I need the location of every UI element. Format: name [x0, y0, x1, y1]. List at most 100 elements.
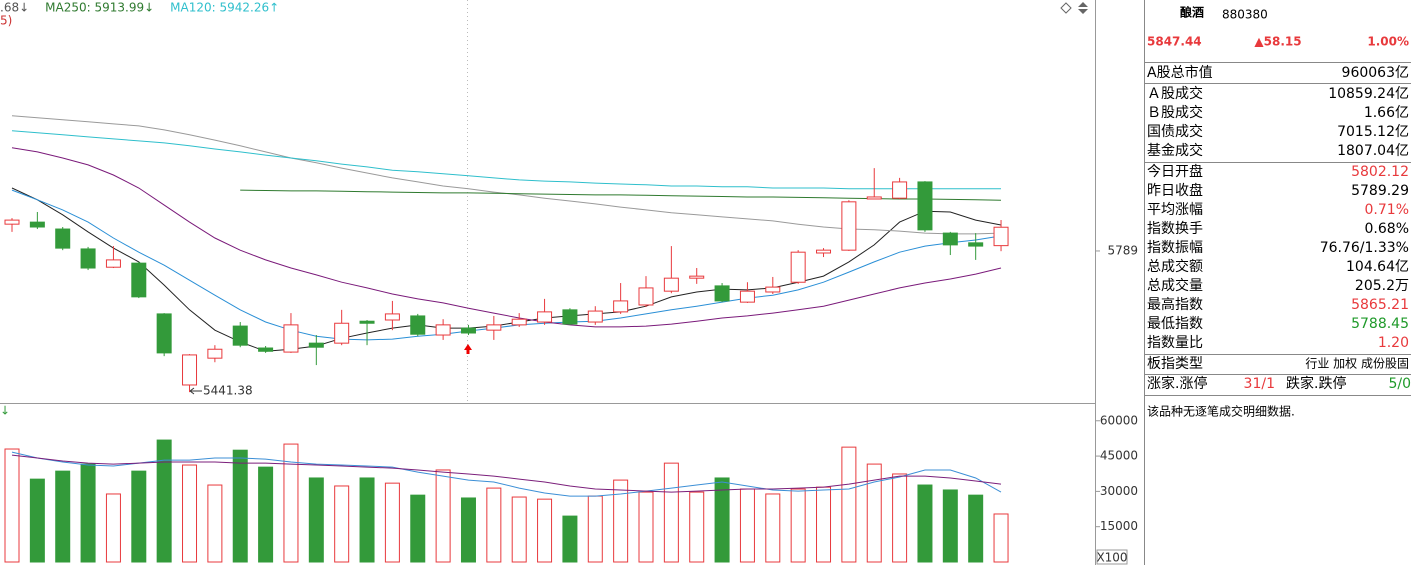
panel-value: 7015.12亿 [1337, 124, 1409, 140]
panel-value: 76.76/1.33% [1320, 240, 1409, 256]
panel-label: 总成交量 [1147, 277, 1203, 294]
volume-bar [334, 485, 350, 563]
volume-bar [562, 515, 578, 563]
volume-ma-line [11, 454, 1002, 493]
panel-value: 1.20 [1378, 335, 1409, 351]
y-tick-label: 30000 [1100, 484, 1138, 498]
volume-bar [435, 469, 451, 563]
candle-body [258, 347, 274, 352]
volume-bar [739, 488, 755, 563]
candle-body [816, 249, 832, 254]
volume-bar [613, 479, 629, 563]
candle-body [968, 242, 984, 247]
panel-value: 205.2万 [1355, 278, 1409, 294]
volume-bar [29, 478, 45, 563]
candle-body [182, 354, 198, 386]
y-tick-label: 5789 [1107, 243, 1138, 257]
quote-change: ▲58.15 [1254, 35, 1301, 49]
volume-bar [968, 494, 984, 563]
panel-value: 10859.24亿 [1328, 86, 1409, 102]
panel-value: 5789.29 [1351, 183, 1409, 199]
candle-body [105, 259, 121, 268]
candle-body [410, 315, 426, 335]
volume-bar [841, 446, 857, 563]
volume-bar [4, 448, 20, 563]
panel-label: A股总市值 [1147, 64, 1213, 81]
candle-body [613, 300, 629, 313]
y-tick-label: 60000 [1100, 413, 1138, 427]
volume-bar [663, 462, 679, 563]
candle-body [790, 251, 806, 283]
candle-body [537, 311, 553, 323]
volume-bar [232, 449, 248, 563]
panel-label: Ａ股成交 [1147, 85, 1203, 102]
panel-note: 该品种无逐笔成交明细数据. [1147, 404, 1295, 419]
candle-body [29, 221, 45, 228]
candle-body [917, 181, 933, 231]
type-value[interactable]: 行业 加权 成份股固 [1305, 357, 1409, 371]
candle-body [359, 320, 375, 324]
toolbar-icon[interactable] [1060, 2, 1072, 14]
ma-line [11, 147, 1002, 328]
volume-bar [131, 470, 147, 563]
panel-label: 指数振幅 [1147, 240, 1203, 256]
volume-bar [460, 497, 476, 563]
panel-label: Ｂ股成交 [1147, 104, 1203, 121]
toolbar[interactable] [1060, 2, 1088, 14]
candle-body [80, 248, 96, 269]
volume-bar [156, 439, 172, 563]
y-tick-label: 15000 [1100, 519, 1138, 533]
volume-bar [816, 486, 832, 563]
panel-value: 104.64亿 [1346, 259, 1409, 275]
candle-body [55, 228, 71, 249]
up-label: 涨家.涨停 [1147, 375, 1207, 392]
candle-body [841, 201, 857, 251]
candle-body [638, 287, 654, 306]
quote-price: 5847.44 [1147, 35, 1202, 49]
volume-bar [511, 496, 527, 563]
panel-label: 最低指数 [1147, 316, 1203, 332]
up-value: 31/1 [1244, 376, 1275, 392]
volume-bar [790, 488, 806, 563]
panel-label: 今日开盘 [1147, 163, 1203, 180]
volume-bar [105, 493, 121, 563]
candle-body [689, 275, 705, 279]
volume-bar [587, 495, 603, 563]
ma-line [11, 189, 1002, 341]
panel-label: 指数换手 [1147, 220, 1203, 237]
legend-entry: MA120: 5942.26↑ [170, 1, 279, 15]
candle-body [562, 309, 578, 325]
legend-entry: MA250: 5913.99↓ [45, 1, 154, 15]
candle-body [993, 226, 1009, 247]
volume-bar [942, 489, 958, 563]
panel-label: 总成交额 [1147, 258, 1203, 275]
volume-bar [384, 482, 400, 563]
panel-label: 国债成交 [1147, 123, 1203, 140]
candle-body [232, 325, 248, 346]
panel-value: 5802.12 [1351, 164, 1409, 180]
volume-bar [638, 491, 654, 563]
candle-body [942, 232, 958, 246]
panel-value: 5788.45 [1351, 316, 1409, 332]
candle-body [4, 219, 20, 225]
panel-value: 0.71% [1365, 202, 1409, 218]
candle-body [131, 262, 147, 298]
candle-body [892, 181, 908, 199]
volume-bar [917, 484, 933, 563]
volume-bar [689, 491, 705, 563]
legend-entry: .68↓ [0, 1, 29, 15]
panel-value: 0.68% [1365, 221, 1409, 237]
volume-bar [892, 473, 908, 563]
panel-value: 960063亿 [1342, 65, 1409, 81]
panel-label: 昨日收盘 [1147, 182, 1203, 199]
volume-bar [537, 498, 553, 563]
toolbar-icon[interactable] [1078, 2, 1088, 14]
volume-bar [714, 477, 730, 563]
volume-bar [410, 494, 426, 563]
down-label: 跌家.跌停 [1286, 375, 1346, 392]
ma-line [11, 130, 1002, 190]
unit-label: X100 [1096, 551, 1127, 565]
volume-legend: ↓ [0, 404, 10, 418]
panel-value: 1807.04亿 [1337, 143, 1409, 159]
